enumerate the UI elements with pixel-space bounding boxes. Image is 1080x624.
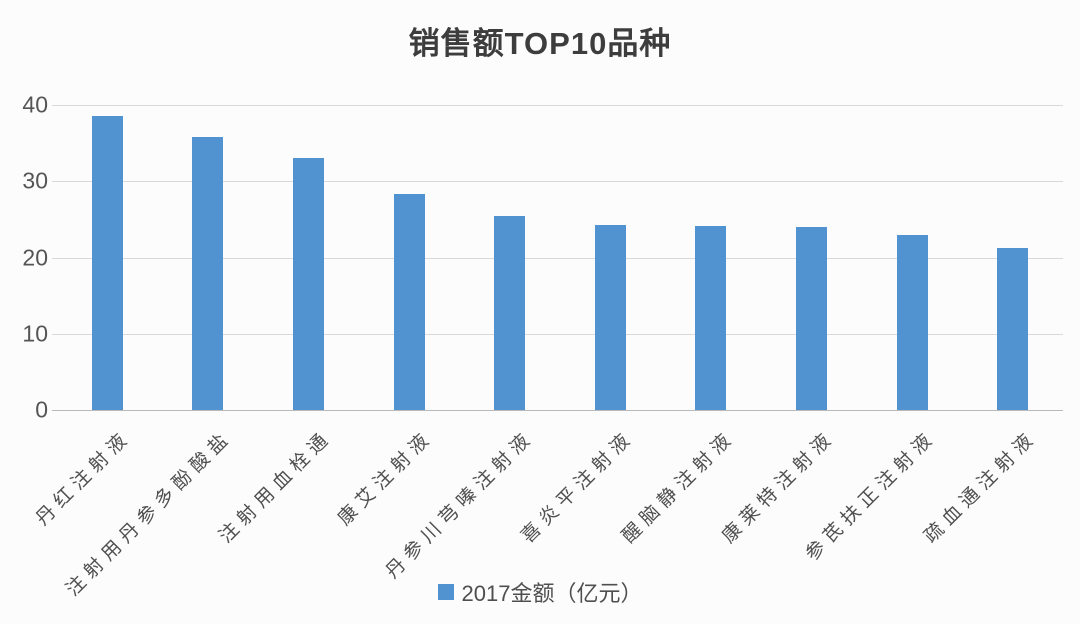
- x-tick-label: 丹红注射液: [32, 426, 136, 530]
- bar-喜炎平注射液: [594, 224, 626, 410]
- plot-area: [52, 105, 1063, 411]
- bar-丹参川芎嗪注射液: [494, 215, 526, 410]
- y-tick-label: 20: [22, 244, 48, 270]
- gridline: [52, 333, 1063, 335]
- y-tick-label: 30: [22, 167, 48, 194]
- x-tick-label: 注射用丹参多酚酸盐: [62, 426, 237, 601]
- bar-注射用血栓通: [293, 158, 324, 410]
- y-tick-label: 0: [35, 396, 48, 423]
- bar-醒脑静注射液: [695, 226, 727, 410]
- gridline: [52, 105, 1063, 106]
- y-tick-label: 40: [22, 91, 48, 118]
- legend: 2017金额（亿元）: [0, 576, 1080, 608]
- gridline: [52, 257, 1063, 259]
- bar-参芪扶正注射液: [896, 235, 928, 410]
- bar-丹红注射液: [91, 116, 123, 410]
- bar-疏血通注射液: [997, 247, 1029, 410]
- legend-marker-swatch: [437, 584, 454, 600]
- bar-康艾注射液: [393, 194, 425, 410]
- y-tick-label: 10: [22, 320, 48, 347]
- legend-label: 2017金额（亿元）: [461, 581, 643, 606]
- x-axis-line: [52, 410, 1063, 411]
- bar-注射用丹参多酚酸盐: [192, 137, 224, 410]
- chart-title: 销售额TOP10品种: [408, 26, 672, 61]
- gridline: [52, 181, 1063, 183]
- x-tick-label: 康艾注射液: [334, 426, 438, 530]
- bar-康莱特注射液: [796, 227, 827, 410]
